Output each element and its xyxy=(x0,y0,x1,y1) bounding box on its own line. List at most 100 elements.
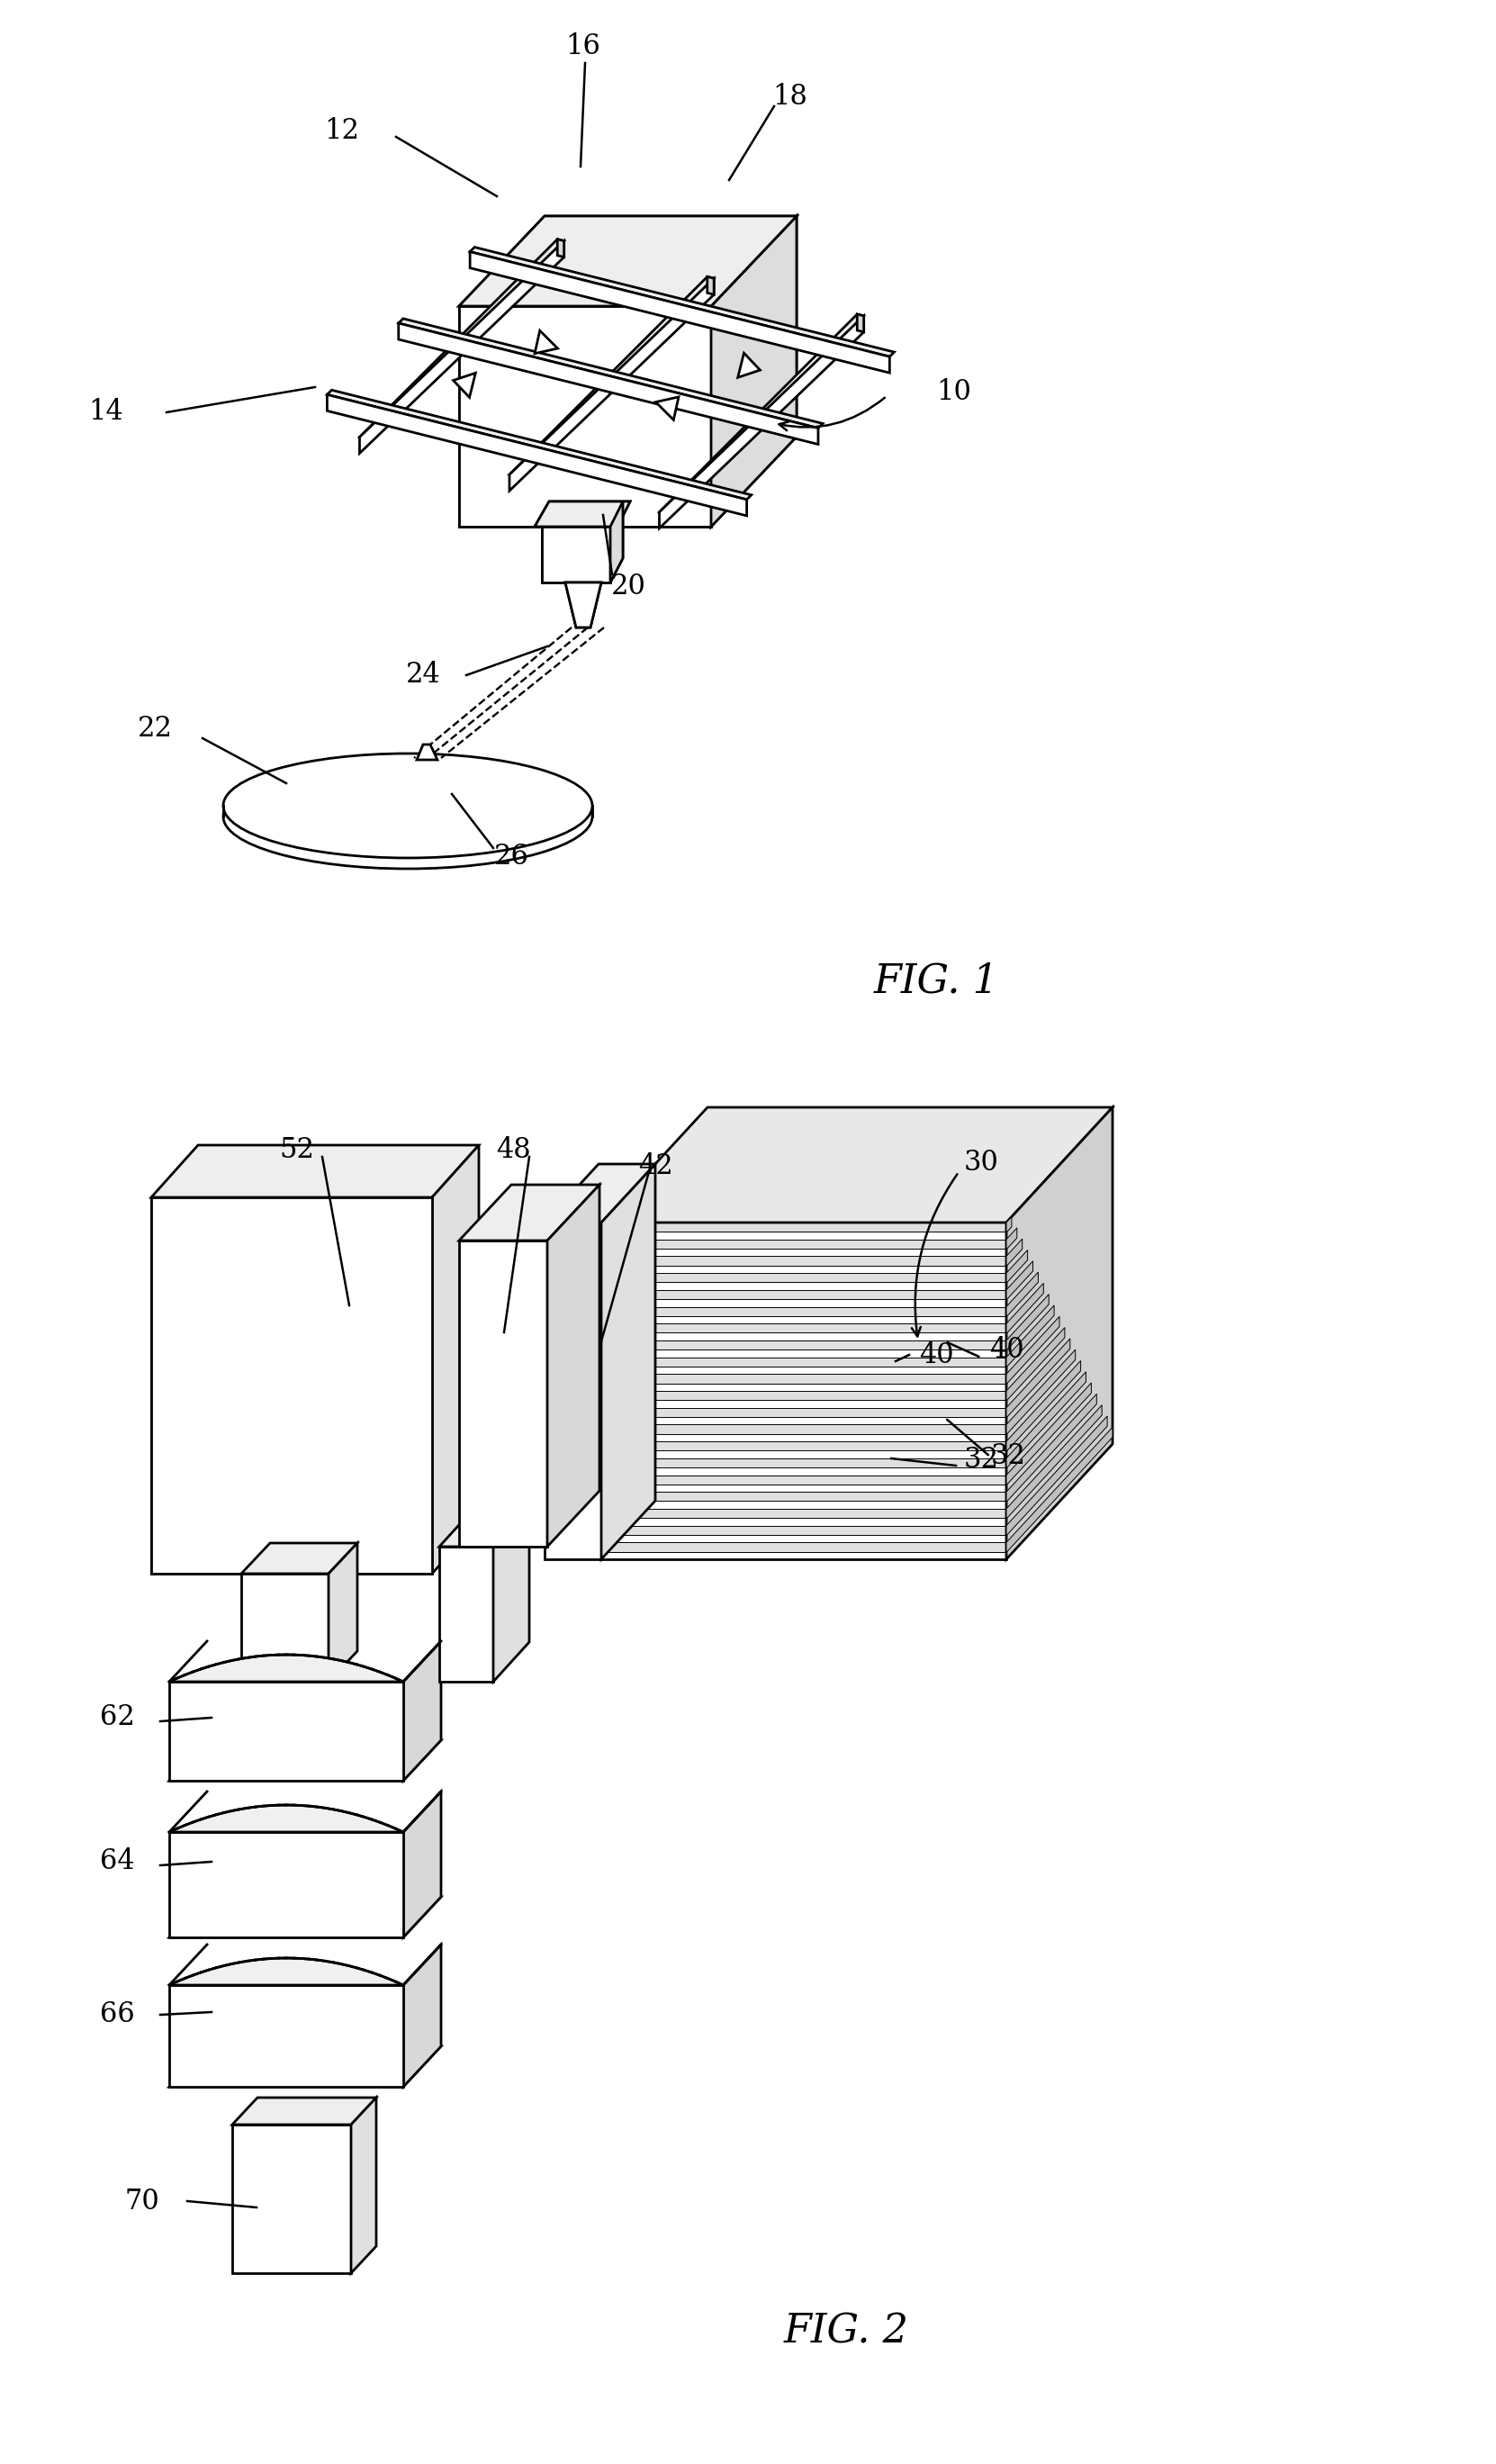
Polygon shape xyxy=(169,1897,441,1937)
Polygon shape xyxy=(1007,1217,1011,1232)
Polygon shape xyxy=(494,1508,530,1680)
Polygon shape xyxy=(857,315,863,333)
Polygon shape xyxy=(601,1508,1007,1518)
Polygon shape xyxy=(601,1163,655,1560)
Text: 10: 10 xyxy=(936,377,971,407)
Polygon shape xyxy=(601,1407,1007,1417)
Polygon shape xyxy=(1007,1249,1028,1284)
Polygon shape xyxy=(169,1740,441,1781)
Polygon shape xyxy=(1007,1360,1080,1451)
Text: 32: 32 xyxy=(990,1441,1026,1471)
Polygon shape xyxy=(169,2045,441,2087)
Polygon shape xyxy=(545,1222,601,1560)
Polygon shape xyxy=(1007,1294,1049,1350)
Polygon shape xyxy=(1007,1106,1113,1560)
Polygon shape xyxy=(558,239,564,256)
Polygon shape xyxy=(169,1986,404,2087)
Polygon shape xyxy=(459,306,711,527)
Polygon shape xyxy=(1007,1328,1065,1402)
Polygon shape xyxy=(660,315,863,527)
Polygon shape xyxy=(601,1476,1007,1483)
Polygon shape xyxy=(359,241,564,453)
Polygon shape xyxy=(711,217,796,527)
Polygon shape xyxy=(601,1441,1007,1451)
Polygon shape xyxy=(601,1274,1007,1281)
Polygon shape xyxy=(169,1833,404,1937)
Polygon shape xyxy=(453,372,476,397)
Polygon shape xyxy=(601,1306,1007,1316)
Polygon shape xyxy=(711,217,796,527)
Polygon shape xyxy=(404,1641,441,1680)
Polygon shape xyxy=(1007,1271,1038,1316)
Polygon shape xyxy=(398,318,823,429)
Polygon shape xyxy=(328,389,751,500)
Polygon shape xyxy=(169,1656,404,1680)
Polygon shape xyxy=(470,251,890,372)
Polygon shape xyxy=(459,1239,548,1547)
Polygon shape xyxy=(151,1198,432,1574)
Text: 26: 26 xyxy=(494,843,528,870)
Polygon shape xyxy=(542,527,610,582)
Polygon shape xyxy=(1007,1262,1032,1301)
Polygon shape xyxy=(1007,1316,1059,1385)
Polygon shape xyxy=(404,1944,441,1986)
Polygon shape xyxy=(708,276,714,296)
Polygon shape xyxy=(534,503,630,527)
Text: 40: 40 xyxy=(989,1335,1023,1365)
Polygon shape xyxy=(459,217,796,306)
Polygon shape xyxy=(601,1222,1007,1560)
Polygon shape xyxy=(1007,1227,1017,1249)
Polygon shape xyxy=(151,1146,479,1198)
Polygon shape xyxy=(565,582,601,628)
Text: FIG. 2: FIG. 2 xyxy=(784,2311,908,2351)
Polygon shape xyxy=(232,2097,377,2124)
Polygon shape xyxy=(655,397,679,419)
Polygon shape xyxy=(1007,1417,1107,1535)
Polygon shape xyxy=(151,1198,432,1574)
Polygon shape xyxy=(432,1146,479,1574)
Polygon shape xyxy=(601,1289,1007,1299)
Polygon shape xyxy=(404,1944,441,2087)
Text: 62: 62 xyxy=(100,1703,135,1732)
Text: FIG. 1: FIG. 1 xyxy=(874,961,999,1000)
Polygon shape xyxy=(510,276,714,476)
Polygon shape xyxy=(565,582,601,628)
Polygon shape xyxy=(470,246,895,357)
Polygon shape xyxy=(738,352,760,377)
Polygon shape xyxy=(534,330,558,352)
Polygon shape xyxy=(1007,1395,1097,1503)
Text: 66: 66 xyxy=(100,2001,135,2028)
Ellipse shape xyxy=(223,764,592,870)
Polygon shape xyxy=(601,1424,1007,1434)
Polygon shape xyxy=(601,1106,1113,1222)
Polygon shape xyxy=(1007,1382,1091,1486)
Polygon shape xyxy=(660,315,863,513)
Ellipse shape xyxy=(223,754,592,857)
Polygon shape xyxy=(440,1508,530,1547)
Polygon shape xyxy=(1007,1239,1022,1266)
Polygon shape xyxy=(601,1340,1007,1350)
Polygon shape xyxy=(601,1542,1007,1552)
Polygon shape xyxy=(1007,1404,1103,1518)
Polygon shape xyxy=(169,1959,404,1986)
Polygon shape xyxy=(232,2124,352,2274)
Text: 16: 16 xyxy=(565,32,601,62)
Polygon shape xyxy=(601,1257,1007,1266)
Polygon shape xyxy=(601,1390,1007,1400)
Text: 22: 22 xyxy=(138,715,172,744)
Polygon shape xyxy=(459,306,711,527)
Text: 52: 52 xyxy=(280,1136,314,1165)
Polygon shape xyxy=(1007,1338,1070,1417)
Text: 40: 40 xyxy=(919,1340,953,1370)
Polygon shape xyxy=(459,217,796,306)
Polygon shape xyxy=(398,323,818,444)
Polygon shape xyxy=(417,744,437,759)
Polygon shape xyxy=(329,1542,358,1680)
Polygon shape xyxy=(404,1641,441,1781)
Polygon shape xyxy=(1007,1372,1086,1469)
Text: 12: 12 xyxy=(325,116,359,145)
Polygon shape xyxy=(510,278,714,490)
Polygon shape xyxy=(459,1185,600,1239)
Polygon shape xyxy=(1007,1284,1044,1333)
Polygon shape xyxy=(241,1542,358,1574)
